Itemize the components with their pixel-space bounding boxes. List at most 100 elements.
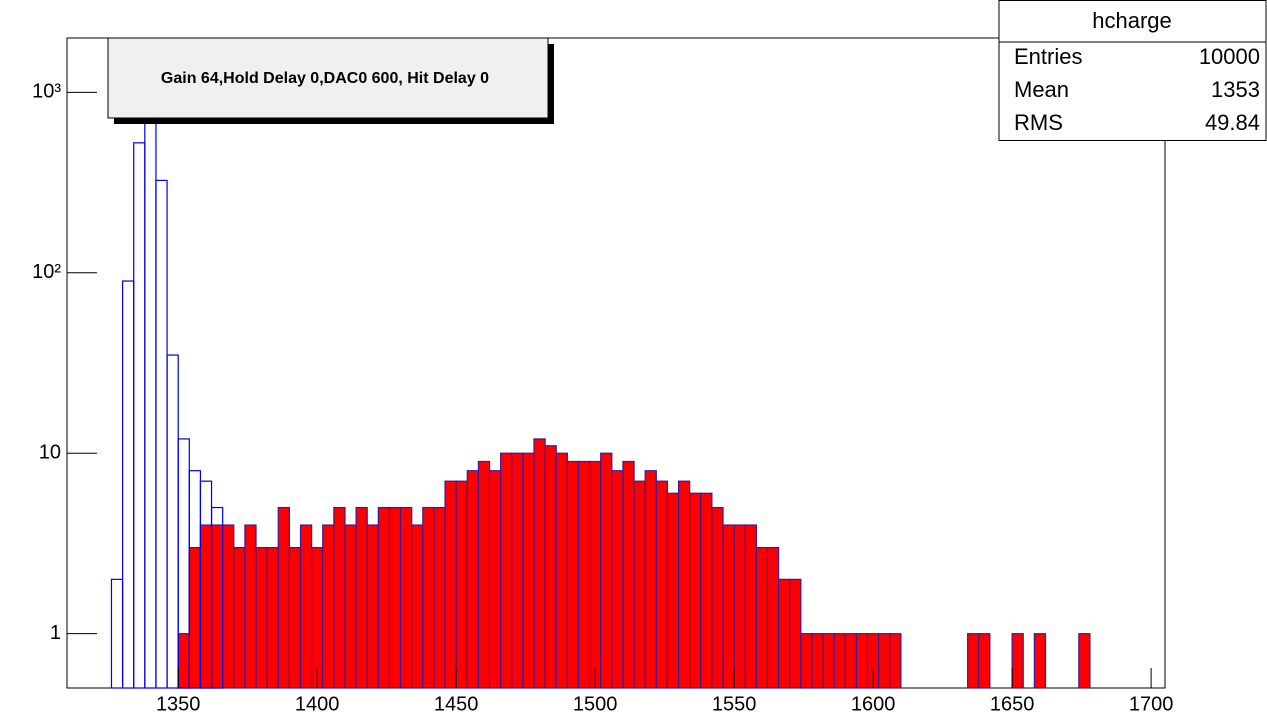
bar xyxy=(1033,633,1047,689)
bar xyxy=(255,546,268,689)
bar xyxy=(644,470,657,689)
bar xyxy=(655,480,669,689)
outline-bar xyxy=(155,179,168,689)
bar xyxy=(677,480,691,689)
outline-bar xyxy=(210,506,224,689)
bar xyxy=(633,480,646,689)
bar xyxy=(511,452,524,689)
bar xyxy=(244,524,257,689)
bar xyxy=(388,506,402,689)
bar xyxy=(844,633,858,689)
bar xyxy=(811,633,824,689)
bar xyxy=(322,524,335,689)
y-tick-label: 10³ xyxy=(32,81,61,103)
bar xyxy=(233,546,246,689)
bar xyxy=(199,524,213,689)
bar xyxy=(299,524,313,689)
bar xyxy=(222,524,235,689)
bar xyxy=(422,506,435,689)
stats-rows: Entries 10000 Mean 1353 RMS 49.84 xyxy=(1014,44,1260,135)
bar xyxy=(433,506,446,689)
bar xyxy=(544,445,557,689)
bar xyxy=(744,524,757,689)
y-tick-label: 10 xyxy=(39,442,61,464)
bar xyxy=(500,452,513,689)
bar xyxy=(689,492,702,689)
stat-label: RMS xyxy=(1014,110,1063,135)
bar xyxy=(855,633,869,689)
bar xyxy=(188,546,202,689)
bar xyxy=(600,452,613,689)
bar xyxy=(577,460,591,689)
bar xyxy=(822,633,835,689)
x-tick-label: 1600 xyxy=(851,693,896,715)
bar xyxy=(833,633,846,689)
bar xyxy=(588,460,602,689)
outline-bar xyxy=(121,280,135,689)
stat-value: 10000 xyxy=(1199,44,1260,69)
bar xyxy=(967,633,980,689)
stat-label: Mean xyxy=(1014,77,1069,102)
x-tick-label: 1450 xyxy=(434,693,479,715)
bar xyxy=(1078,633,1091,689)
stat-value: 49.84 xyxy=(1205,110,1260,135)
bar xyxy=(789,578,802,689)
stat-value: 1353 xyxy=(1211,77,1260,102)
bar xyxy=(800,633,813,689)
x-tick-label: 1550 xyxy=(712,693,757,715)
outline-bar xyxy=(166,354,179,689)
bar xyxy=(566,460,580,689)
bar xyxy=(466,470,480,689)
bar xyxy=(344,524,357,689)
bar xyxy=(733,524,746,689)
bar xyxy=(622,460,635,689)
bar xyxy=(755,546,769,689)
marks xyxy=(110,119,1091,689)
bar xyxy=(444,480,457,689)
outline-bar xyxy=(133,142,146,689)
outline-bar xyxy=(110,578,124,689)
bar xyxy=(700,492,713,689)
bar xyxy=(766,546,780,689)
outline-bar xyxy=(144,119,157,689)
bar xyxy=(778,578,791,689)
chart-title: Gain 64,Hold Delay 0,DAC0 600, Hit Delay… xyxy=(161,70,489,87)
bar xyxy=(311,546,324,689)
bar xyxy=(522,452,535,689)
bar xyxy=(555,452,568,689)
bar xyxy=(377,506,391,689)
title-box xyxy=(107,37,549,119)
x-tick-label: 1400 xyxy=(295,693,340,715)
y-tick-label: 1 xyxy=(50,622,61,644)
bar xyxy=(177,633,190,689)
bar xyxy=(488,470,502,689)
stats-title: hcharge xyxy=(1092,8,1172,33)
bar xyxy=(266,546,279,689)
bar xyxy=(533,438,546,689)
bar xyxy=(333,506,346,689)
bar xyxy=(477,460,491,689)
bar xyxy=(878,633,891,689)
x-tick-label: 1700 xyxy=(1129,693,1174,715)
stat-label: Entries xyxy=(1014,44,1082,69)
bar xyxy=(210,524,224,689)
bar xyxy=(611,470,624,689)
bar xyxy=(366,524,379,689)
bar xyxy=(666,492,680,689)
bar xyxy=(399,506,413,689)
bar xyxy=(355,506,368,689)
bar xyxy=(1011,633,1024,689)
bar xyxy=(411,524,424,689)
bar xyxy=(455,480,468,689)
bar xyxy=(711,506,724,689)
bar xyxy=(288,546,302,689)
x-tick-label: 1500 xyxy=(573,693,618,715)
stats-box xyxy=(998,0,1267,141)
bar xyxy=(978,633,991,689)
x-tick-label: 1650 xyxy=(990,693,1035,715)
y-tick-label: 10² xyxy=(32,261,61,283)
bar xyxy=(277,506,290,689)
bar xyxy=(722,524,735,689)
bar xyxy=(889,633,902,689)
